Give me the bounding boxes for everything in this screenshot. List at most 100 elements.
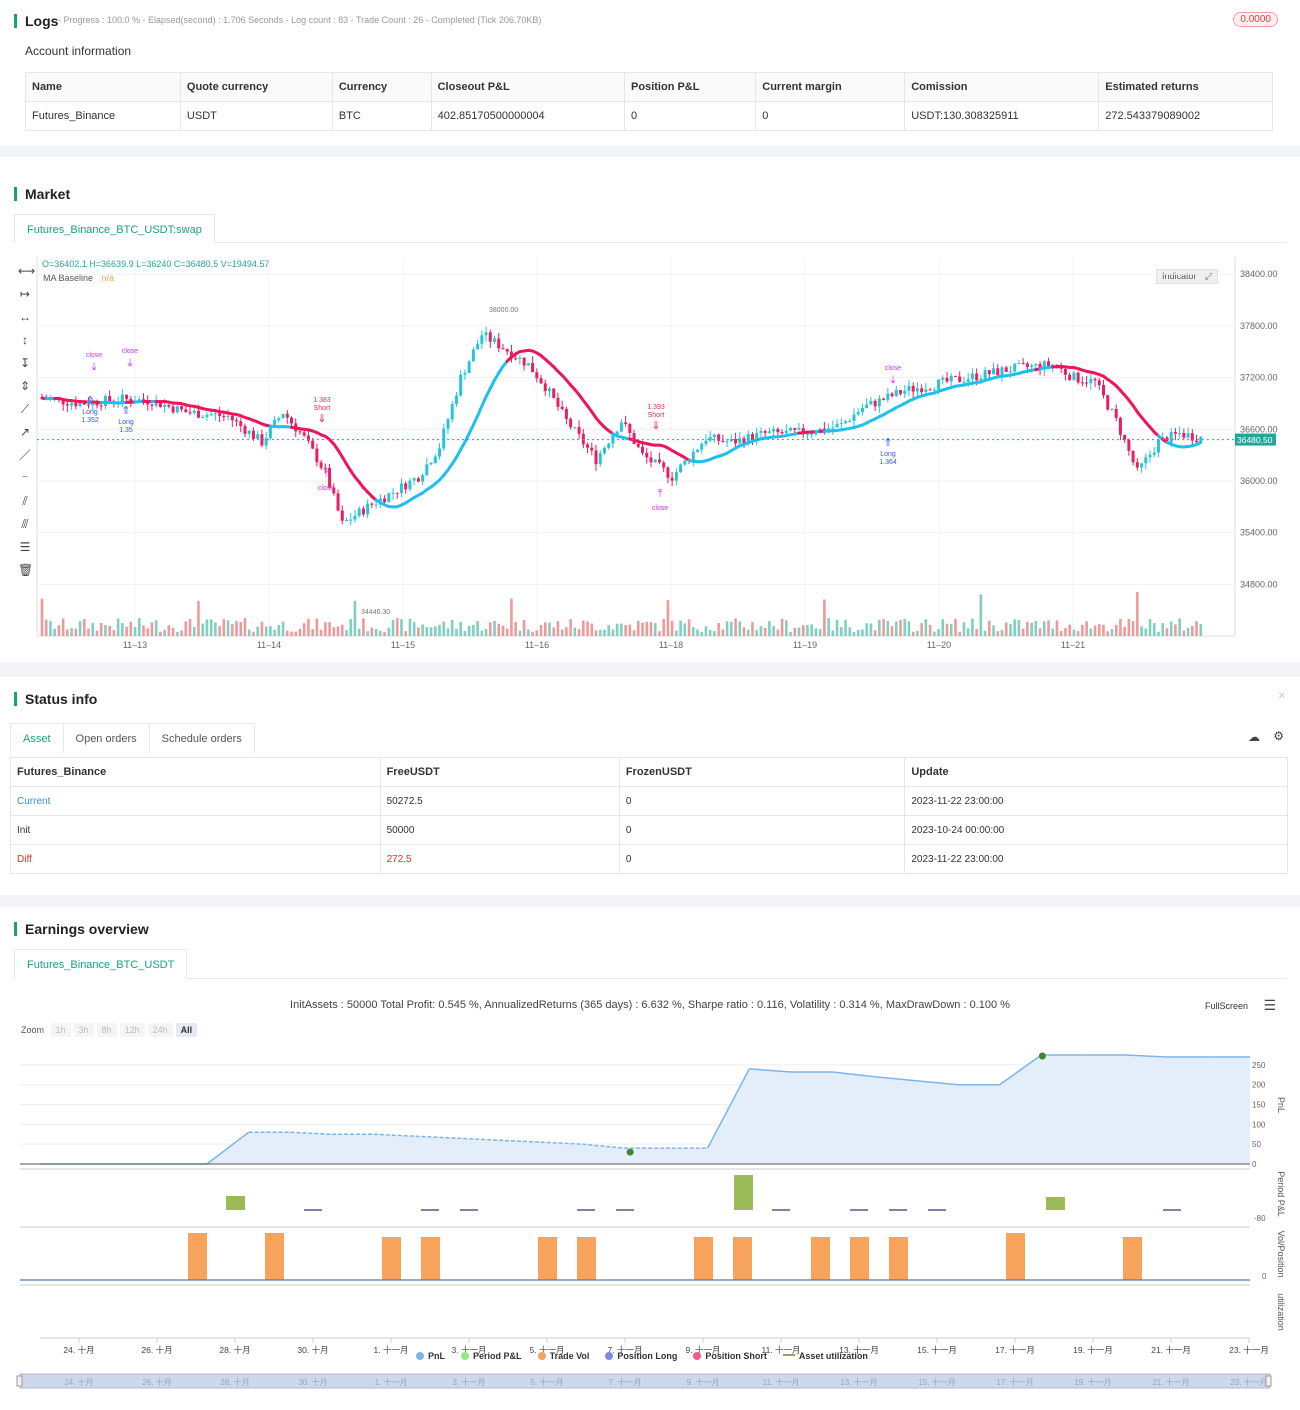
- fib-retracement-icon[interactable]: ☰: [19, 540, 31, 554]
- volume-bar: [670, 620, 674, 636]
- candle-body: [666, 467, 670, 478]
- zoom-8h[interactable]: 8h: [96, 1023, 117, 1037]
- volume-bar: [1119, 618, 1122, 636]
- volume-bar: [281, 621, 285, 636]
- volume-bar: [476, 620, 479, 636]
- candle-body: [239, 421, 243, 427]
- volume-bar: [239, 621, 243, 636]
- volume-bar: [1034, 621, 1038, 636]
- zoom-3h[interactable]: 3h: [73, 1023, 94, 1037]
- vertical-line-icon[interactable]: ↕: [22, 333, 28, 347]
- candle-body: [958, 376, 962, 382]
- tab-asset[interactable]: Asset: [10, 723, 64, 753]
- candle-body: [323, 467, 327, 469]
- tab-open-orders[interactable]: Open orders: [62, 723, 150, 753]
- pnl-line-segment: [206, 1131, 250, 1165]
- column-header: Estimated returns: [1098, 72, 1273, 102]
- pnl-tick-label: 250: [1252, 1061, 1266, 1070]
- price-tick-label: 37800.00: [1240, 321, 1278, 331]
- extended-line-icon[interactable]: ↔: [19, 310, 31, 324]
- volume-bar: [505, 628, 509, 636]
- zoom-1h[interactable]: 1h: [50, 1023, 71, 1037]
- candlestick-chart[interactable]: 38400.00 37800.00 37200.00 36600.00 36000.00…: [0, 157, 1300, 662]
- price-tick-label: 35400.00: [1240, 528, 1278, 538]
- navigator-tick-label: 24. 十月: [64, 1377, 93, 1387]
- legend-item[interactable]: Position Long: [605, 1351, 677, 1361]
- candle-body: [1030, 365, 1034, 368]
- volume-bar: [886, 620, 890, 636]
- candle-body: [344, 520, 348, 522]
- candle-body: [763, 430, 767, 433]
- pnl-line-segment: [1124, 1054, 1167, 1058]
- vertical-extended-icon[interactable]: ⇕: [19, 379, 31, 393]
- candle-body: [404, 483, 408, 490]
- earnings-symbol-tab[interactable]: Futures_Binance_BTC_USDT: [14, 949, 188, 979]
- status-title: Status info: [14, 692, 97, 706]
- axis-title: Vol/Position: [1276, 1230, 1286, 1277]
- candle-body: [488, 332, 492, 342]
- candle-body: [987, 370, 991, 375]
- trade-vol-bar: [265, 1233, 284, 1280]
- volume-bar: [484, 628, 488, 636]
- volume-bar: [996, 631, 1000, 636]
- candle-body: [518, 357, 522, 359]
- volume-bar: [683, 623, 687, 636]
- trash-icon[interactable]: 🗑: [18, 563, 34, 577]
- trend-line-icon[interactable]: ⟋: [20, 402, 30, 416]
- price-line-icon[interactable]: ⁻: [21, 471, 29, 485]
- horizontal-ray-icon[interactable]: ↦: [19, 287, 31, 301]
- legend-item[interactable]: Asset utilization: [782, 1351, 868, 1361]
- candle-body: [860, 407, 864, 413]
- cloud-download-icon[interactable]: ☁: [1248, 730, 1260, 744]
- candle-body: [949, 375, 953, 382]
- volume-bar: [992, 625, 995, 636]
- candle-body: [180, 406, 184, 410]
- zoom-12h[interactable]: 12h: [119, 1023, 145, 1037]
- legend-item[interactable]: Period P&L: [461, 1351, 522, 1361]
- navigator-tick-label: 30. 十月: [298, 1377, 327, 1387]
- gear-icon[interactable]: ⚙: [1273, 729, 1284, 743]
- volume-bar: [971, 618, 974, 636]
- volume-bar: [658, 631, 661, 636]
- candle-body: [501, 348, 505, 350]
- candle-body: [188, 412, 192, 414]
- tab-schedule-orders[interactable]: Schedule orders: [148, 723, 255, 753]
- candle-body: [1004, 367, 1008, 372]
- volume-bar: [404, 631, 408, 636]
- candle-body: [1080, 382, 1084, 384]
- indicator-button[interactable]: Indicator ⤢: [1156, 269, 1219, 284]
- volume-bar: [1157, 631, 1160, 636]
- segment-icon[interactable]: ／: [18, 448, 31, 462]
- candle-body: [226, 415, 230, 417]
- volume-bar: [137, 618, 141, 636]
- candle-body: [87, 404, 91, 406]
- candle-body: [514, 358, 518, 360]
- short-signal-icon: ⇓: [317, 413, 326, 425]
- zoom-24h[interactable]: 24h: [147, 1023, 173, 1037]
- zoom-all[interactable]: All: [175, 1023, 198, 1037]
- legend-item[interactable]: Position Short: [693, 1351, 767, 1361]
- candle-body: [522, 357, 526, 366]
- market-symbol-tab[interactable]: Futures_Binance_BTC_USDT:swap: [14, 214, 215, 244]
- horizontal-line-icon[interactable]: ⟷: [18, 264, 36, 278]
- fib-icon[interactable]: ⫻: [21, 517, 29, 531]
- volume-bar: [349, 619, 353, 636]
- menu-icon[interactable]: ☰: [1263, 997, 1276, 1013]
- volume-bar: [1072, 629, 1076, 636]
- candle-body: [1135, 462, 1139, 468]
- fullscreen-button[interactable]: FullScreen: [1204, 1001, 1248, 1011]
- ray-line-icon[interactable]: ↗: [19, 425, 31, 439]
- candle-body: [721, 440, 725, 442]
- vertical-ray-icon[interactable]: ↧: [19, 356, 31, 370]
- volume-bar: [628, 624, 632, 636]
- legend-item[interactable]: Trade Vol: [537, 1351, 589, 1361]
- volume-bar: [835, 619, 839, 636]
- collapse-icon[interactable]: ✕: [1277, 691, 1286, 702]
- candle-body: [560, 406, 564, 409]
- parallel-channel-icon[interactable]: ⫽: [22, 494, 28, 508]
- trade-vol-bar: [889, 1237, 908, 1280]
- candle-body: [467, 361, 471, 374]
- legend-item[interactable]: PnL: [416, 1351, 445, 1361]
- earnings-chart[interactable]: 250 200 150 100 50 0 -80 0 PnL Period P&L Vol/Posi…: [0, 907, 1300, 1410]
- candle-body: [539, 378, 543, 384]
